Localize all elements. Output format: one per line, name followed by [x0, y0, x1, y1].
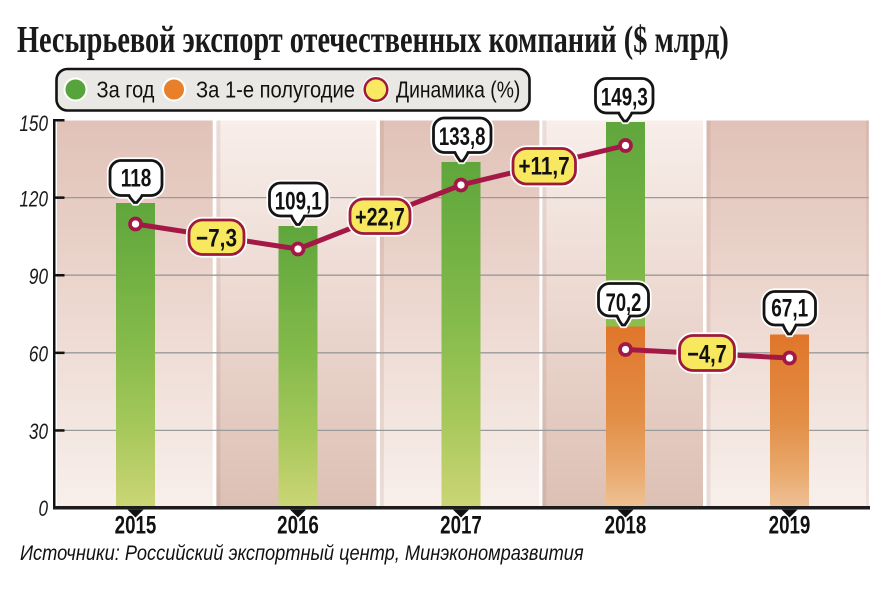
- svg-text:−4,7: −4,7: [687, 340, 726, 368]
- svg-text:118: 118: [121, 164, 152, 192]
- svg-text:Динамика (%): Динамика (%): [396, 78, 520, 103]
- svg-text:+11,7: +11,7: [518, 152, 569, 180]
- svg-text:+22,7: +22,7: [355, 203, 405, 231]
- svg-text:За 1-е полугодие: За 1-е полугодие: [196, 76, 355, 103]
- svg-text:133,8: 133,8: [439, 122, 486, 150]
- svg-text:За год: За год: [97, 76, 155, 103]
- svg-text:67,1: 67,1: [771, 294, 808, 322]
- svg-text:60: 60: [29, 343, 48, 368]
- svg-text:2017: 2017: [440, 511, 482, 539]
- svg-text:30: 30: [29, 420, 48, 445]
- svg-text:150: 150: [19, 112, 48, 137]
- svg-text:109,1: 109,1: [275, 187, 322, 215]
- svg-text:0: 0: [38, 497, 48, 522]
- svg-text:90: 90: [29, 265, 48, 290]
- svg-text:120: 120: [19, 188, 48, 213]
- svg-text:2016: 2016: [277, 511, 319, 539]
- svg-text:2015: 2015: [115, 511, 157, 539]
- svg-text:Несырьевой экспорт отечественн: Несырьевой экспорт отечественных компани…: [17, 19, 729, 61]
- svg-text:149,3: 149,3: [601, 83, 648, 111]
- svg-text:−7,3: −7,3: [196, 224, 237, 252]
- svg-text:70,2: 70,2: [606, 288, 642, 316]
- svg-text:2019: 2019: [769, 511, 811, 539]
- svg-text:Источники: Российский экспортн: Источники: Российский экспортный центр, …: [20, 542, 584, 565]
- svg-text:2018: 2018: [605, 511, 647, 539]
